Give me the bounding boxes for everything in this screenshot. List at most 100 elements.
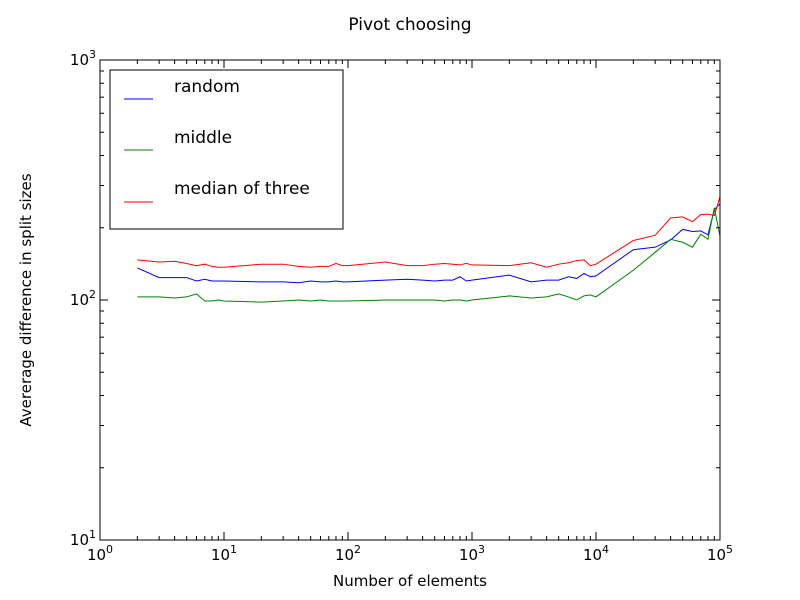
x-tick-label: 103 [459,543,485,564]
data-point-random [682,228,684,230]
data-point-median-of-three [558,263,560,265]
data-point-middle [546,296,548,298]
data-point-median-of-three [576,260,578,262]
data-point-median-of-three [713,214,715,216]
data-point-middle [443,300,445,302]
data-point-median-of-three [654,234,656,236]
x-tick-label: 104 [583,543,609,564]
data-point-middle [204,300,206,302]
data-point-random [654,246,656,248]
data-point-middle [589,294,591,296]
data-point-random [459,276,461,278]
data-point-median-of-three [136,259,138,261]
data-point-random [174,277,176,279]
data-point-middle [384,299,386,301]
data-point-random [530,281,532,283]
data-point-random [700,230,702,232]
legend: random middle median of three [109,69,344,230]
data-point-random [260,281,262,283]
data-point-middle [406,299,408,301]
data-point-middle [335,300,337,302]
data-point-middle [508,295,510,297]
data-point-middle [174,297,176,299]
series-line-random [137,203,721,284]
data-point-middle [558,293,560,295]
data-point-median-of-three [310,266,312,268]
data-point-middle [319,299,321,301]
data-point-middle [217,299,219,301]
data-point-median-of-three [465,262,467,264]
data-point-random [465,280,467,282]
data-point-random [282,281,284,283]
data-point-random [384,279,386,281]
data-point-random [298,282,300,284]
data-point-middle [434,299,436,301]
data-point-middle [282,300,284,302]
data-point-median-of-three [452,263,454,265]
data-point-middle [158,296,160,298]
data-point-middle [632,269,634,271]
data-point-middle [328,300,330,302]
data-point-middle [530,297,532,299]
data-point-random [583,272,585,274]
series-layer [136,196,721,303]
data-point-median-of-three [530,262,532,264]
data-point-middle [341,300,343,302]
data-point-median-of-three [434,263,436,265]
data-point-middle [576,299,578,301]
data-point-random [328,281,330,283]
data-point-median-of-three [158,261,160,263]
y-tick-label: 103 [70,48,96,69]
data-point-middle [595,296,597,298]
data-point-random [422,279,424,281]
data-point-middle [452,299,454,301]
data-point-random [558,279,560,281]
data-point-middle [583,295,585,297]
data-point-random [223,280,225,282]
data-point-random [335,280,337,282]
data-point-random [217,280,219,282]
chart-title: Pivot choosing [348,15,471,35]
data-point-median-of-three [384,261,386,263]
data-point-random [136,267,138,269]
data-point-random [589,276,591,278]
data-point-random [546,279,548,281]
data-point-middle [260,301,262,303]
data-point-median-of-three [422,265,424,267]
data-point-median-of-three [583,259,585,261]
data-point-middle [347,300,349,302]
x-tick-label: 105 [707,543,733,564]
data-point-random [204,278,206,280]
x-tick-label: 102 [335,543,361,564]
data-point-median-of-three [471,264,473,266]
data-point-median-of-three [328,265,330,267]
data-point-middle [298,299,300,301]
data-point-middle [186,296,188,298]
x-axis-label: Number of elements [333,572,487,590]
data-point-middle [691,246,693,248]
data-point-middle [654,251,656,253]
data-point-median-of-three [174,260,176,262]
data-point-middle [422,299,424,301]
y-axis-ticks: 101 102 103 [70,48,720,549]
data-point-random [567,276,569,278]
data-point-median-of-three [223,266,225,268]
series-line-middle [137,207,721,303]
data-point-middle [707,238,709,240]
data-point-median-of-three [406,265,408,267]
data-point-middle [211,300,213,302]
data-point-middle [195,293,197,295]
data-point-middle [223,300,225,302]
y-tick-label: 102 [70,288,96,309]
data-point-random [443,279,445,281]
data-point-random [576,277,578,279]
data-point-median-of-three [700,214,702,216]
data-point-median-of-three [186,262,188,264]
data-point-median-of-three [443,262,445,264]
data-point-middle [670,238,672,240]
data-point-random [158,277,160,279]
data-point-median-of-three [707,213,709,215]
legend-label-middle: middle [174,128,232,148]
legend-label-median-of-three: median of three [174,179,310,199]
